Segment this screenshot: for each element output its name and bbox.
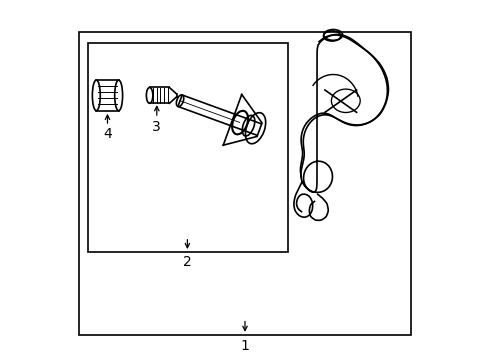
Bar bbox=[88, 43, 288, 252]
Bar bbox=[79, 32, 411, 335]
Text: 3: 3 bbox=[152, 120, 161, 134]
Text: 2: 2 bbox=[183, 255, 192, 269]
Text: 4: 4 bbox=[103, 127, 112, 141]
Text: 1: 1 bbox=[241, 339, 249, 352]
